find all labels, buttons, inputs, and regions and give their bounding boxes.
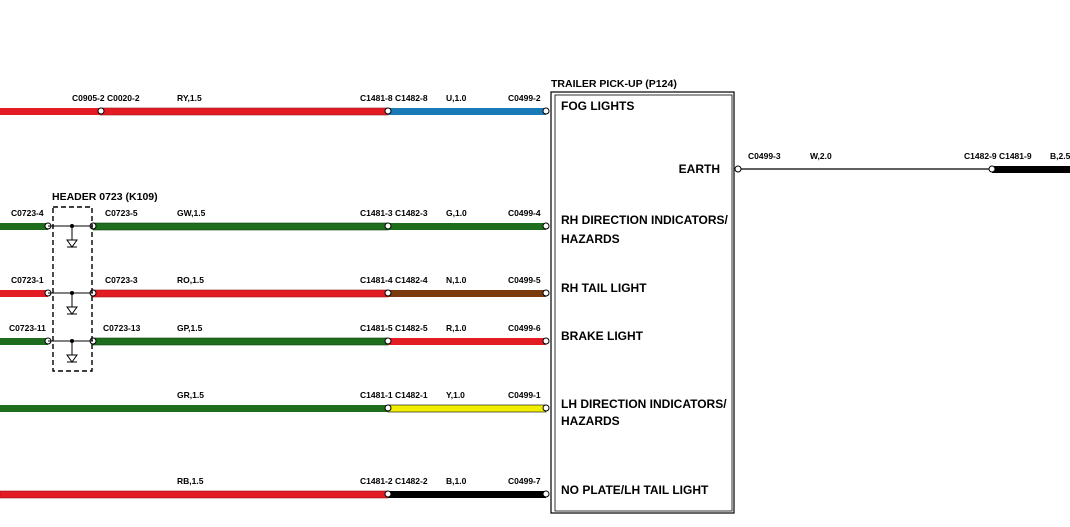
connector-c0499-7: C0499-7 (508, 476, 541, 486)
junction-dot (384, 222, 392, 230)
wire-no-plate-rb-segment (0, 490, 389, 499)
connector-c0723-1: C0723-1 (11, 275, 44, 285)
connector-c1481-5-c1482-5: C1481-5 C1482-5 (360, 323, 428, 333)
pin-lh-indicators-line2: HAZARDS (561, 414, 620, 428)
pin-rh-indicators-line1: RH DIRECTION INDICATORS/ (561, 213, 729, 227)
diode-icon (66, 239, 78, 248)
junction-dot (384, 490, 392, 498)
header-dashed-box (52, 206, 93, 372)
connector-c0499-4: C0499-4 (508, 208, 541, 218)
junction-dot (542, 222, 550, 230)
wire-lh-ind-y-segment (387, 404, 547, 413)
splice-dot (70, 224, 74, 228)
junction-dot (97, 107, 105, 115)
pin-brake-light: BRAKE LIGHT (561, 329, 644, 343)
junction-dot (384, 107, 392, 115)
wire-label-gp: GP,1.5 (177, 323, 203, 333)
pin-rh-tail-light: RH TAIL LIGHT (561, 281, 647, 295)
junction-dot (542, 337, 550, 345)
wire-label-n: N,1.0 (446, 275, 467, 285)
diode-icon (66, 306, 78, 315)
pin-fog-lights: FOG LIGHTS (561, 99, 634, 113)
wire-rh-ind-g-segment (388, 223, 546, 230)
junction-dot (542, 404, 550, 412)
header-title: HEADER 0723 (K109) (52, 191, 158, 203)
connector-c1481-1-c1482-1: C1481-1 C1482-1 (360, 390, 428, 400)
wire-rh-tail-source-segment (0, 290, 48, 297)
wire-rh-ind-gw-segment (92, 222, 389, 231)
junction-dot (384, 404, 392, 412)
pin-lh-indicators-line1: LH DIRECTION INDICATORS/ (561, 397, 727, 411)
wire-fog-ry-segment (99, 107, 389, 116)
junction-dot (384, 337, 392, 345)
wire-label-r: R,1.0 (446, 323, 467, 333)
junction-dot (988, 165, 996, 173)
wire-label-gr: GR,1.5 (177, 390, 204, 400)
wire-no-plate-b-segment (388, 491, 546, 498)
wire-label-b: B,1.0 (446, 476, 467, 486)
junction-dot (542, 107, 550, 115)
wire-label-b25: B,2.5 (1050, 151, 1070, 161)
junction-dot (542, 490, 550, 498)
wire-earth-b-segment (992, 166, 1070, 173)
pin-earth: EARTH (679, 162, 720, 176)
wire-label-gw: GW,1.5 (177, 208, 206, 218)
connector-c1481-4-c1482-4: C1481-4 C1482-4 (360, 275, 428, 285)
connector-c0499-1: C0499-1 (508, 390, 541, 400)
header-internal-links (48, 224, 93, 363)
wire-rh-tail-ro-segment (92, 289, 389, 298)
connector-c0723-5: C0723-5 (105, 208, 138, 218)
wire-rh-tail-n-segment (388, 290, 546, 297)
wire-label-ry: RY,1.5 (177, 93, 202, 103)
connector-c0723-3: C0723-3 (105, 275, 138, 285)
wire-lh-ind-gr-segment (0, 405, 388, 412)
connector-c0723-11: C0723-11 (9, 323, 46, 333)
trailer-pickup-box (550, 91, 735, 514)
pin-rh-indicators-line2: HAZARDS (561, 232, 620, 246)
splice-dot (70, 291, 74, 295)
connector-c0723-13: C0723-13 (103, 323, 141, 333)
wire-label-rb: RB,1.5 (177, 476, 204, 486)
trailer-pickup-title: TRAILER PICK-UP (P124) (551, 78, 677, 90)
connector-c1481-3-c1482-3: C1481-3 C1482-3 (360, 208, 428, 218)
wire-brake-r-segment (388, 338, 546, 345)
junction-dot (384, 289, 392, 297)
wire-label-ro: RO,1.5 (177, 275, 204, 285)
wire-fog-u-segment (388, 108, 546, 115)
wire-label-y: Y,1.0 (446, 390, 465, 400)
pin-no-plate-lh-tail-light: NO PLATE/LH TAIL LIGHT (561, 483, 709, 497)
wire-label-u: U,1.0 (446, 93, 467, 103)
connector-c0499-3: C0499-3 (748, 151, 781, 161)
connector-c0723-4: C0723-4 (11, 208, 44, 218)
wire-brake-gp-segment (92, 337, 389, 346)
wire-label-g: G,1.0 (446, 208, 467, 218)
junction-dot (734, 165, 742, 173)
wire-label-w: W,2.0 (810, 151, 832, 161)
connector-c0499-2: C0499-2 (508, 93, 541, 103)
trailer-pickup-inner-box (554, 94, 733, 512)
wire-rh-ind-source-segment (0, 223, 48, 230)
diode-icon (66, 354, 78, 363)
wire-fog-source-segment (0, 108, 100, 115)
wire-brake-source-segment (0, 338, 48, 345)
connector-c1482-9-c1481-9: C1482-9 C1481-9 (964, 151, 1032, 161)
junction-dot (542, 289, 550, 297)
connector-c0499-6: C0499-6 (508, 323, 541, 333)
connector-c0905-c0020: C0905-2 C0020-2 (72, 93, 140, 103)
connector-c1481-8-c1482-8: C1481-8 C1482-8 (360, 93, 428, 103)
splice-dot (70, 339, 74, 343)
connector-c0499-5: C0499-5 (508, 275, 541, 285)
connector-c1481-2-c1482-2: C1481-2 C1482-2 (360, 476, 428, 486)
